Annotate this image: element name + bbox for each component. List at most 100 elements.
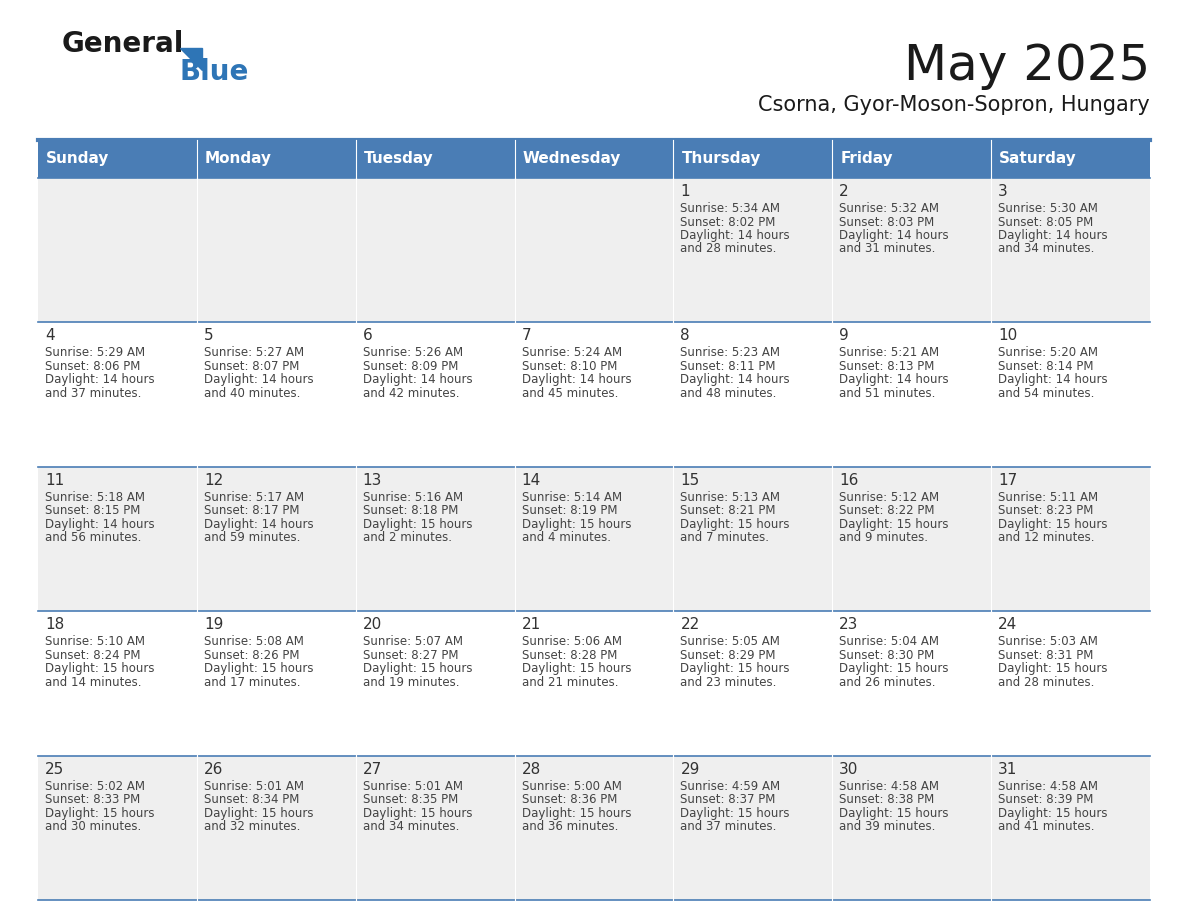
Text: and 42 minutes.: and 42 minutes.	[362, 386, 460, 400]
Text: and 23 minutes.: and 23 minutes.	[681, 676, 777, 688]
Text: Sunrise: 5:24 AM: Sunrise: 5:24 AM	[522, 346, 621, 360]
Text: and 59 minutes.: and 59 minutes.	[204, 532, 301, 544]
Text: Sunrise: 5:34 AM: Sunrise: 5:34 AM	[681, 202, 781, 215]
Text: Sunset: 8:27 PM: Sunset: 8:27 PM	[362, 649, 459, 662]
Text: Sunrise: 5:12 AM: Sunrise: 5:12 AM	[839, 491, 940, 504]
Text: and 48 minutes.: and 48 minutes.	[681, 386, 777, 400]
Bar	[38, 178, 1150, 322]
Text: Sunrise: 5:03 AM: Sunrise: 5:03 AM	[998, 635, 1098, 648]
Text: 26: 26	[204, 762, 223, 777]
Text: 14: 14	[522, 473, 541, 487]
Text: and 34 minutes.: and 34 minutes.	[998, 242, 1094, 255]
Text: Sunset: 8:09 PM: Sunset: 8:09 PM	[362, 360, 459, 373]
Text: 15: 15	[681, 473, 700, 487]
Text: Daylight: 15 hours: Daylight: 15 hours	[204, 807, 314, 820]
Text: Daylight: 15 hours: Daylight: 15 hours	[839, 662, 949, 676]
Text: Daylight: 14 hours: Daylight: 14 hours	[522, 374, 631, 386]
Text: Daylight: 15 hours: Daylight: 15 hours	[362, 807, 472, 820]
Text: Sunset: 8:14 PM: Sunset: 8:14 PM	[998, 360, 1094, 373]
Text: Daylight: 15 hours: Daylight: 15 hours	[839, 807, 949, 820]
Text: Daylight: 14 hours: Daylight: 14 hours	[998, 374, 1107, 386]
Text: Daylight: 15 hours: Daylight: 15 hours	[681, 662, 790, 676]
Text: Friday: Friday	[840, 151, 893, 166]
Text: 4: 4	[45, 329, 55, 343]
Text: Sunset: 8:07 PM: Sunset: 8:07 PM	[204, 360, 299, 373]
Text: Daylight: 15 hours: Daylight: 15 hours	[681, 807, 790, 820]
Text: Sunset: 8:23 PM: Sunset: 8:23 PM	[998, 504, 1093, 518]
Text: Sunset: 8:13 PM: Sunset: 8:13 PM	[839, 360, 935, 373]
Text: Sunrise: 5:32 AM: Sunrise: 5:32 AM	[839, 202, 940, 215]
Text: Sunset: 8:26 PM: Sunset: 8:26 PM	[204, 649, 299, 662]
Text: Sunset: 8:18 PM: Sunset: 8:18 PM	[362, 504, 459, 518]
Text: Daylight: 15 hours: Daylight: 15 hours	[204, 662, 314, 676]
Text: and 28 minutes.: and 28 minutes.	[998, 676, 1094, 688]
Text: Sunset: 8:33 PM: Sunset: 8:33 PM	[45, 793, 140, 806]
Text: Daylight: 15 hours: Daylight: 15 hours	[362, 662, 472, 676]
Text: 20: 20	[362, 617, 383, 633]
Text: and 37 minutes.: and 37 minutes.	[45, 386, 141, 400]
Text: Thursday: Thursday	[682, 151, 760, 166]
Text: Sunrise: 5:13 AM: Sunrise: 5:13 AM	[681, 491, 781, 504]
Text: 5: 5	[204, 329, 214, 343]
Text: Sunset: 8:39 PM: Sunset: 8:39 PM	[998, 793, 1093, 806]
Text: Csorna, Gyor-Moson-Sopron, Hungary: Csorna, Gyor-Moson-Sopron, Hungary	[758, 95, 1150, 115]
Text: 24: 24	[998, 617, 1017, 633]
Text: Sunrise: 5:02 AM: Sunrise: 5:02 AM	[45, 779, 145, 792]
Bar	[38, 756, 1150, 900]
Text: and 54 minutes.: and 54 minutes.	[998, 386, 1094, 400]
Text: and 34 minutes.: and 34 minutes.	[362, 820, 459, 834]
Text: 19: 19	[204, 617, 223, 633]
Text: and 31 minutes.: and 31 minutes.	[839, 242, 936, 255]
Bar	[514, 140, 674, 178]
Text: 29: 29	[681, 762, 700, 777]
Text: 27: 27	[362, 762, 383, 777]
Text: 10: 10	[998, 329, 1017, 343]
Text: 30: 30	[839, 762, 859, 777]
Text: Daylight: 14 hours: Daylight: 14 hours	[45, 518, 154, 531]
Text: 6: 6	[362, 329, 373, 343]
Text: and 36 minutes.: and 36 minutes.	[522, 820, 618, 834]
Text: Sunrise: 5:20 AM: Sunrise: 5:20 AM	[998, 346, 1098, 360]
Text: 23: 23	[839, 617, 859, 633]
Bar	[991, 140, 1150, 178]
Text: 16: 16	[839, 473, 859, 487]
Text: Blue: Blue	[181, 58, 249, 86]
Text: and 21 minutes.: and 21 minutes.	[522, 676, 618, 688]
Text: Daylight: 14 hours: Daylight: 14 hours	[204, 518, 314, 531]
Text: Sunset: 8:22 PM: Sunset: 8:22 PM	[839, 504, 935, 518]
Text: 22: 22	[681, 617, 700, 633]
Polygon shape	[181, 48, 202, 70]
Text: Wednesday: Wednesday	[523, 151, 621, 166]
Text: 18: 18	[45, 617, 64, 633]
Bar	[197, 140, 355, 178]
Text: 17: 17	[998, 473, 1017, 487]
Bar	[38, 322, 1150, 466]
Text: Sunset: 8:21 PM: Sunset: 8:21 PM	[681, 504, 776, 518]
Text: Daylight: 15 hours: Daylight: 15 hours	[839, 518, 949, 531]
Text: Sunset: 8:06 PM: Sunset: 8:06 PM	[45, 360, 140, 373]
Text: 8: 8	[681, 329, 690, 343]
Text: 9: 9	[839, 329, 849, 343]
Text: and 4 minutes.: and 4 minutes.	[522, 532, 611, 544]
Text: and 17 minutes.: and 17 minutes.	[204, 676, 301, 688]
Text: Sunrise: 5:10 AM: Sunrise: 5:10 AM	[45, 635, 145, 648]
Text: 2: 2	[839, 184, 849, 199]
Text: 11: 11	[45, 473, 64, 487]
Text: Daylight: 15 hours: Daylight: 15 hours	[362, 518, 472, 531]
Text: Sunset: 8:15 PM: Sunset: 8:15 PM	[45, 504, 140, 518]
Text: Sunrise: 5:11 AM: Sunrise: 5:11 AM	[998, 491, 1098, 504]
Text: Sunrise: 5:23 AM: Sunrise: 5:23 AM	[681, 346, 781, 360]
Text: Sunrise: 5:26 AM: Sunrise: 5:26 AM	[362, 346, 463, 360]
Text: and 32 minutes.: and 32 minutes.	[204, 820, 301, 834]
Text: Sunrise: 5:21 AM: Sunrise: 5:21 AM	[839, 346, 940, 360]
Text: Sunrise: 5:04 AM: Sunrise: 5:04 AM	[839, 635, 940, 648]
Text: Sunset: 8:05 PM: Sunset: 8:05 PM	[998, 216, 1093, 229]
Text: Daylight: 14 hours: Daylight: 14 hours	[681, 229, 790, 242]
Text: Daylight: 15 hours: Daylight: 15 hours	[998, 807, 1107, 820]
Text: and 56 minutes.: and 56 minutes.	[45, 532, 141, 544]
Text: Sunrise: 4:58 AM: Sunrise: 4:58 AM	[998, 779, 1098, 792]
Bar	[833, 140, 991, 178]
Text: Sunset: 8:36 PM: Sunset: 8:36 PM	[522, 793, 617, 806]
Text: and 28 minutes.: and 28 minutes.	[681, 242, 777, 255]
Text: Daylight: 15 hours: Daylight: 15 hours	[45, 807, 154, 820]
